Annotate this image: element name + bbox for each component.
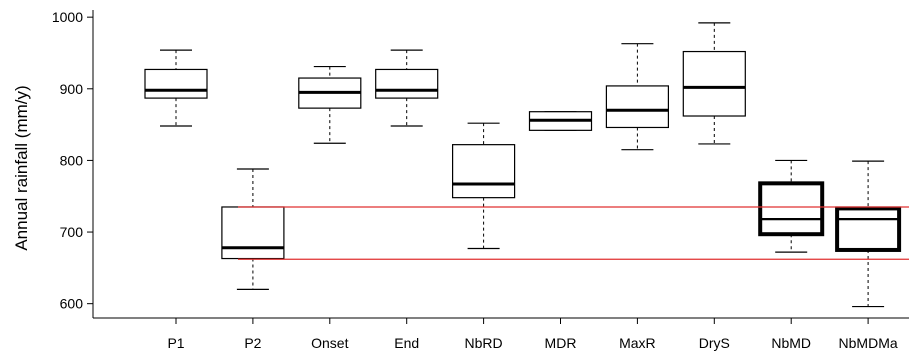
x-tick-label-nbmd: NbMD: [771, 335, 811, 351]
x-tick-label-end: End: [394, 335, 419, 351]
box-nbrd: [452, 144, 516, 199]
x-tick-label-maxr: MaxR: [619, 335, 656, 351]
box-maxr: [605, 85, 670, 129]
y-tick-label-600: 600: [60, 296, 84, 312]
box-nbmdma: [835, 206, 902, 252]
x-tick-label-mdr: MDR: [545, 335, 577, 351]
box-p2: [221, 206, 285, 260]
x-tick-label-onset: Onset: [311, 335, 348, 351]
x-tick-label-p2: P2: [244, 335, 261, 351]
y-tick-label-800: 800: [60, 152, 84, 168]
x-tick-label-drys: DryS: [699, 335, 730, 351]
box-nbmd: [758, 181, 825, 237]
x-tick-label-p1: P1: [167, 335, 184, 351]
box-p1: [144, 68, 208, 99]
box-drys: [682, 50, 746, 117]
box-end: [375, 68, 439, 99]
x-tick-label-nbmdma: NbMDMa: [839, 335, 898, 351]
y-tick-label-700: 700: [60, 224, 84, 240]
y-tick-label-1000: 1000: [52, 9, 83, 25]
plot-area: 600 700 800 900 1000 P1 P2 Onset End NbRD MDR MaxR D…: [52, 9, 909, 351]
y-axis-title: Annual rainfall (mm/y): [12, 85, 31, 250]
x-tick-label-nbrd: NbRD: [465, 335, 503, 351]
y-tick-label-900: 900: [60, 81, 84, 97]
